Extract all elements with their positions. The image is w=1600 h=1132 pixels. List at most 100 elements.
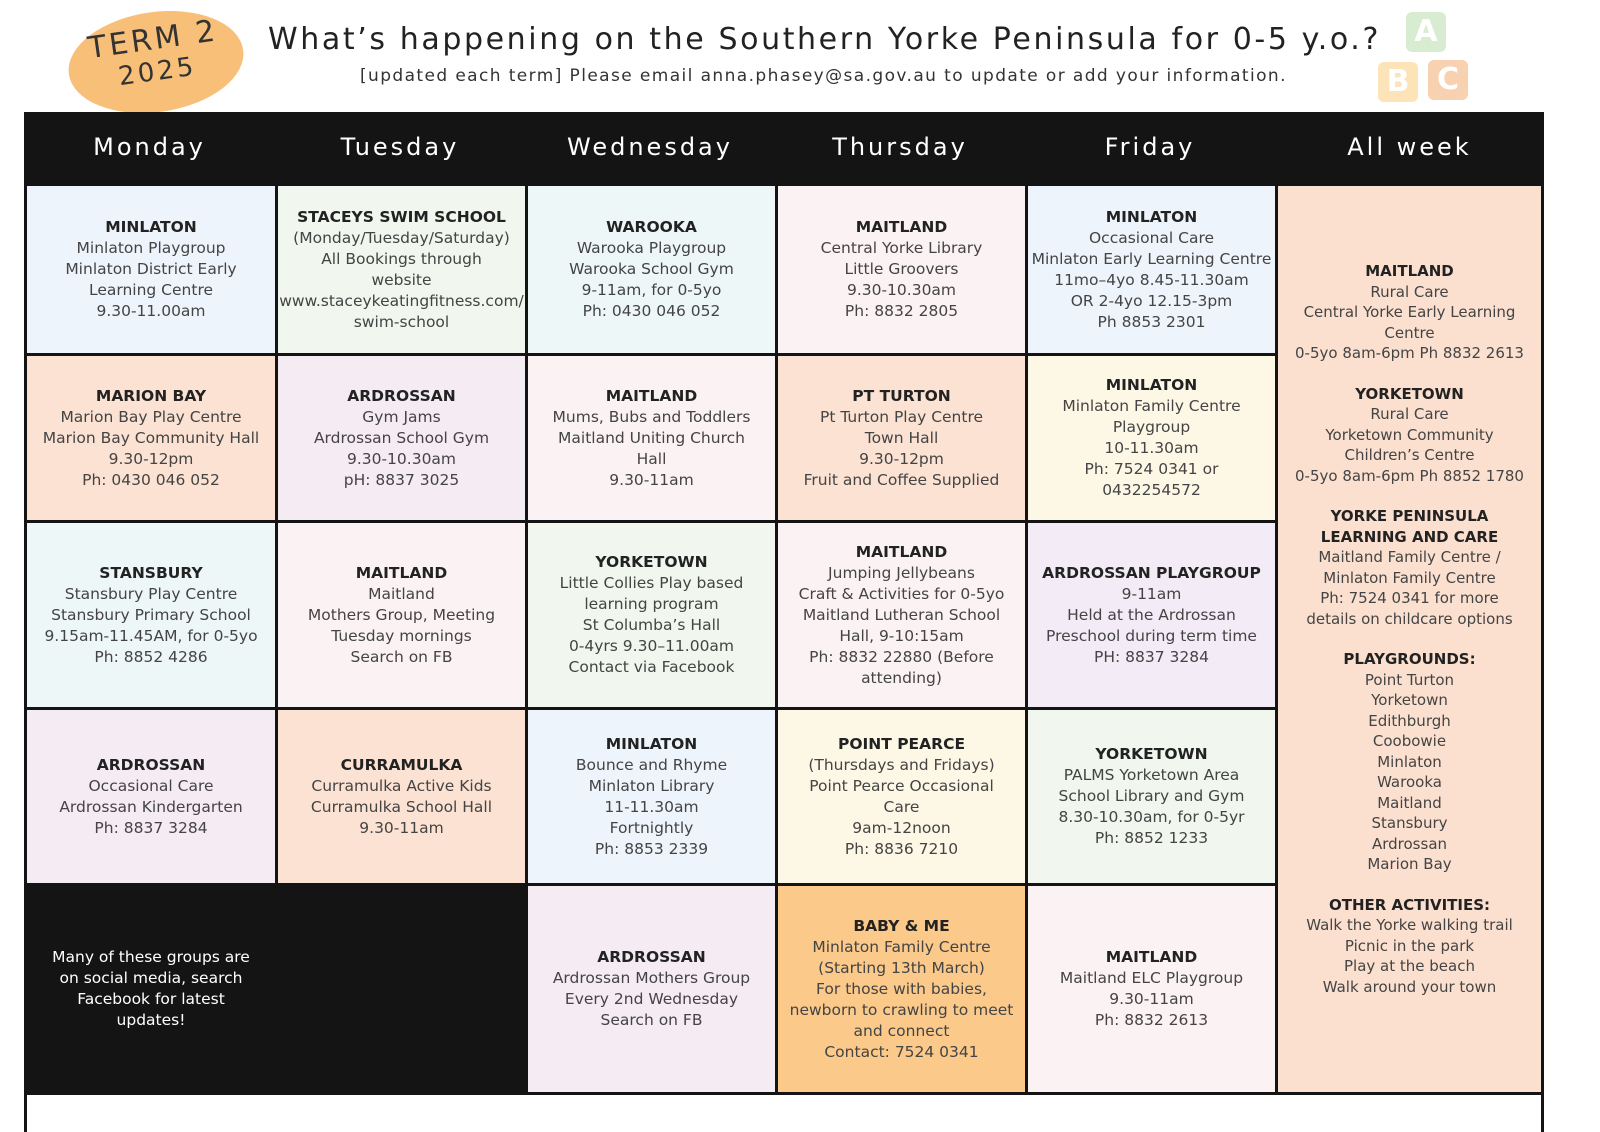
subtitle: [updated each term] Please email anna.ph… [360,66,1287,86]
event-line: (Monday/Tuesday/Saturday) [293,228,510,247]
event-cell: BABY & ME Minlaton Family Centre (Starting… [778,886,1025,1092]
event-line: 9.30-11am [359,818,444,837]
event-line: Hall [636,449,667,468]
section-line: Warooka [1377,773,1442,791]
section-line: Walk around your town [1322,977,1497,996]
event-line: 10-11.30am [1104,439,1199,457]
event-line: 9.30-11.00am [96,302,206,320]
event-title: MINLATON [105,218,197,236]
table-bottom [24,1095,1544,1132]
event-line: Little Collies Play based [559,574,744,592]
section-title: MAITLAND [1365,262,1454,280]
event-title: CURRAMULKA [340,755,463,774]
event-line: 9.30-12pm [859,449,944,468]
event-line: Contact: 7524 0341 [824,1042,979,1061]
event-cell: ARDROSSAN Ardrossan Mothers Group Every 2n… [528,886,775,1092]
event-title: MARION BAY [95,386,207,405]
event-cell: MINLATON Bounce and Rhyme Minlaton Library… [528,710,775,883]
event-line: Marion Bay Play Centre [60,407,242,426]
section-line: Stansbury [1371,814,1448,832]
event-cell: MINLATON Minlaton Playgroup Minlaton Distr… [27,186,275,353]
event-line: Point Pearce Occasional [809,776,994,795]
event-line: OR 2-4yo 12.15-3pm [1070,291,1233,310]
event-line: Bounce and Rhyme [575,755,728,774]
event-line: Little Groovers [844,260,959,278]
event-line: Maitland [368,584,435,603]
event-line: Pt Turton Play Centre [819,407,984,426]
event-line: Ph 8853 2301 [1097,312,1206,331]
event-cell: MINLATON Minlaton Family Centre Playgroup 1… [1028,356,1275,520]
event-line: Minlaton Playgroup [76,239,226,257]
event-cell: PT TURTON Pt Turton Play Centre Town Hall 9… [778,356,1025,520]
event-line: Maitland Uniting Church [558,428,745,447]
day-header: Monday [93,133,206,161]
event-line: Minlaton District Early [65,260,237,278]
section-title: YORKETOWN [1355,384,1464,403]
section-line: 0-5yo 8am-6pm Ph 8852 1780 [1295,466,1524,485]
event-line: 9.15am-11.45AM, for 0-5yo [44,626,258,645]
event-line: 9am-12noon [852,818,951,837]
event-cell: POINT PEARCE (Thursdays and Fridays) Point… [778,710,1025,883]
section-line: Rural Care [1370,405,1449,423]
event-cell: ARDROSSAN PLAYGROUP 9-11am Held at the Ard… [1028,523,1275,707]
event-title: STACEYS SWIM SCHOOL [297,207,506,226]
all-week-section: OTHER ACTIVITIES: Walk the Yorke walking … [1306,895,1513,998]
event-line: Ph: 8853 2339 [594,839,709,858]
event-line: 9-11am, for 0-5yo [581,281,722,299]
event-line: Mothers Group, Meeting [307,605,496,624]
event-line: swim-school [353,312,450,331]
logo: A B C [1376,12,1476,104]
section-line: Ardrossan [1371,834,1448,853]
section-line: Central Yorke Early Learning [1303,303,1516,321]
term-badge: TERM 2 2025 [61,0,251,124]
event-line: Hall, 9-10:15am [839,626,964,645]
event-cell: Many of these groups are on social media,… [27,886,275,1092]
schedule-table: Monday Tuesday Wednesday Thursday Friday All … [24,112,1544,1095]
event-title: MINLATON [1105,376,1198,394]
event-title: ARDROSSAN [597,948,706,966]
all-week-section: PLAYGROUNDS: Point Turton Yorketown Edithbu… [1343,649,1475,875]
event-line: Occasional Care [88,776,214,795]
event-line: newborn to crawling to meet [789,1000,1014,1019]
event-cell: WAROOKA Warooka Playgroup Warooka School G… [528,186,775,353]
all-week-section: YORKETOWN Rural Care Yorketown Community Ch… [1295,384,1524,487]
event-line: attending) [861,668,942,687]
logo-block: A [1406,12,1446,52]
section-line: Minlaton [1377,752,1442,771]
event-cell: MAITLAND Maitland ELC Playgroup 9.30-11am P… [1028,886,1275,1092]
event-line: website [371,270,432,289]
event-title: ARDROSSAN [96,755,206,774]
event-line: Marion Bay Community Hall [42,428,260,447]
event-line: St Columba’s Hall [582,616,721,634]
event-line: Warooka Playgroup [576,239,727,257]
event-line: Curramulka School Hall [310,797,493,816]
event-cell: ARDROSSAN Occasional Care Ardrossan Kinder… [27,710,275,883]
event-line: Ph: 7524 0341 or [1084,460,1219,478]
section-line: Maitland [1377,793,1442,812]
event-line: learning program [584,595,719,613]
section-line: 0-5yo 8am-6pm Ph 8832 2613 [1295,344,1524,362]
day-header: Thursday [832,133,968,161]
event-line: and connect [853,1021,950,1040]
section-line: Minlaton Family Centre [1323,568,1496,587]
event-title: MINLATON [605,734,698,753]
event-line: Care [883,797,920,816]
event-title: MINLATON [1105,207,1198,226]
event-line: Jumping Jellybeans [828,563,975,582]
event-line: 9.30-10.30am [846,281,957,299]
event-cell: MAITLAND Central Yorke Library Little Groo… [778,186,1025,353]
event-title: ARDROSSAN [347,386,456,405]
event-line: Ph: 8837 3284 [94,818,208,837]
event-line: Search on FB [600,1011,703,1029]
section-line: details on childcare options [1306,609,1513,628]
event-line: Warooka School Gym [569,260,734,278]
event-title: MAITLAND [355,563,448,582]
section-line: Picnic in the park [1344,936,1475,955]
event-title: WAROOKA [606,218,697,236]
event-line: 9-11am [1121,584,1182,603]
event-line: Maitland Lutheran School [802,605,1001,624]
title: What’s happening on the Southern Yorke P… [268,22,1381,57]
event-line: Ph: 8836 7210 [844,839,959,858]
event-line: All Bookings through [321,249,482,268]
event-line: PH: 8837 3284 [1094,647,1209,666]
